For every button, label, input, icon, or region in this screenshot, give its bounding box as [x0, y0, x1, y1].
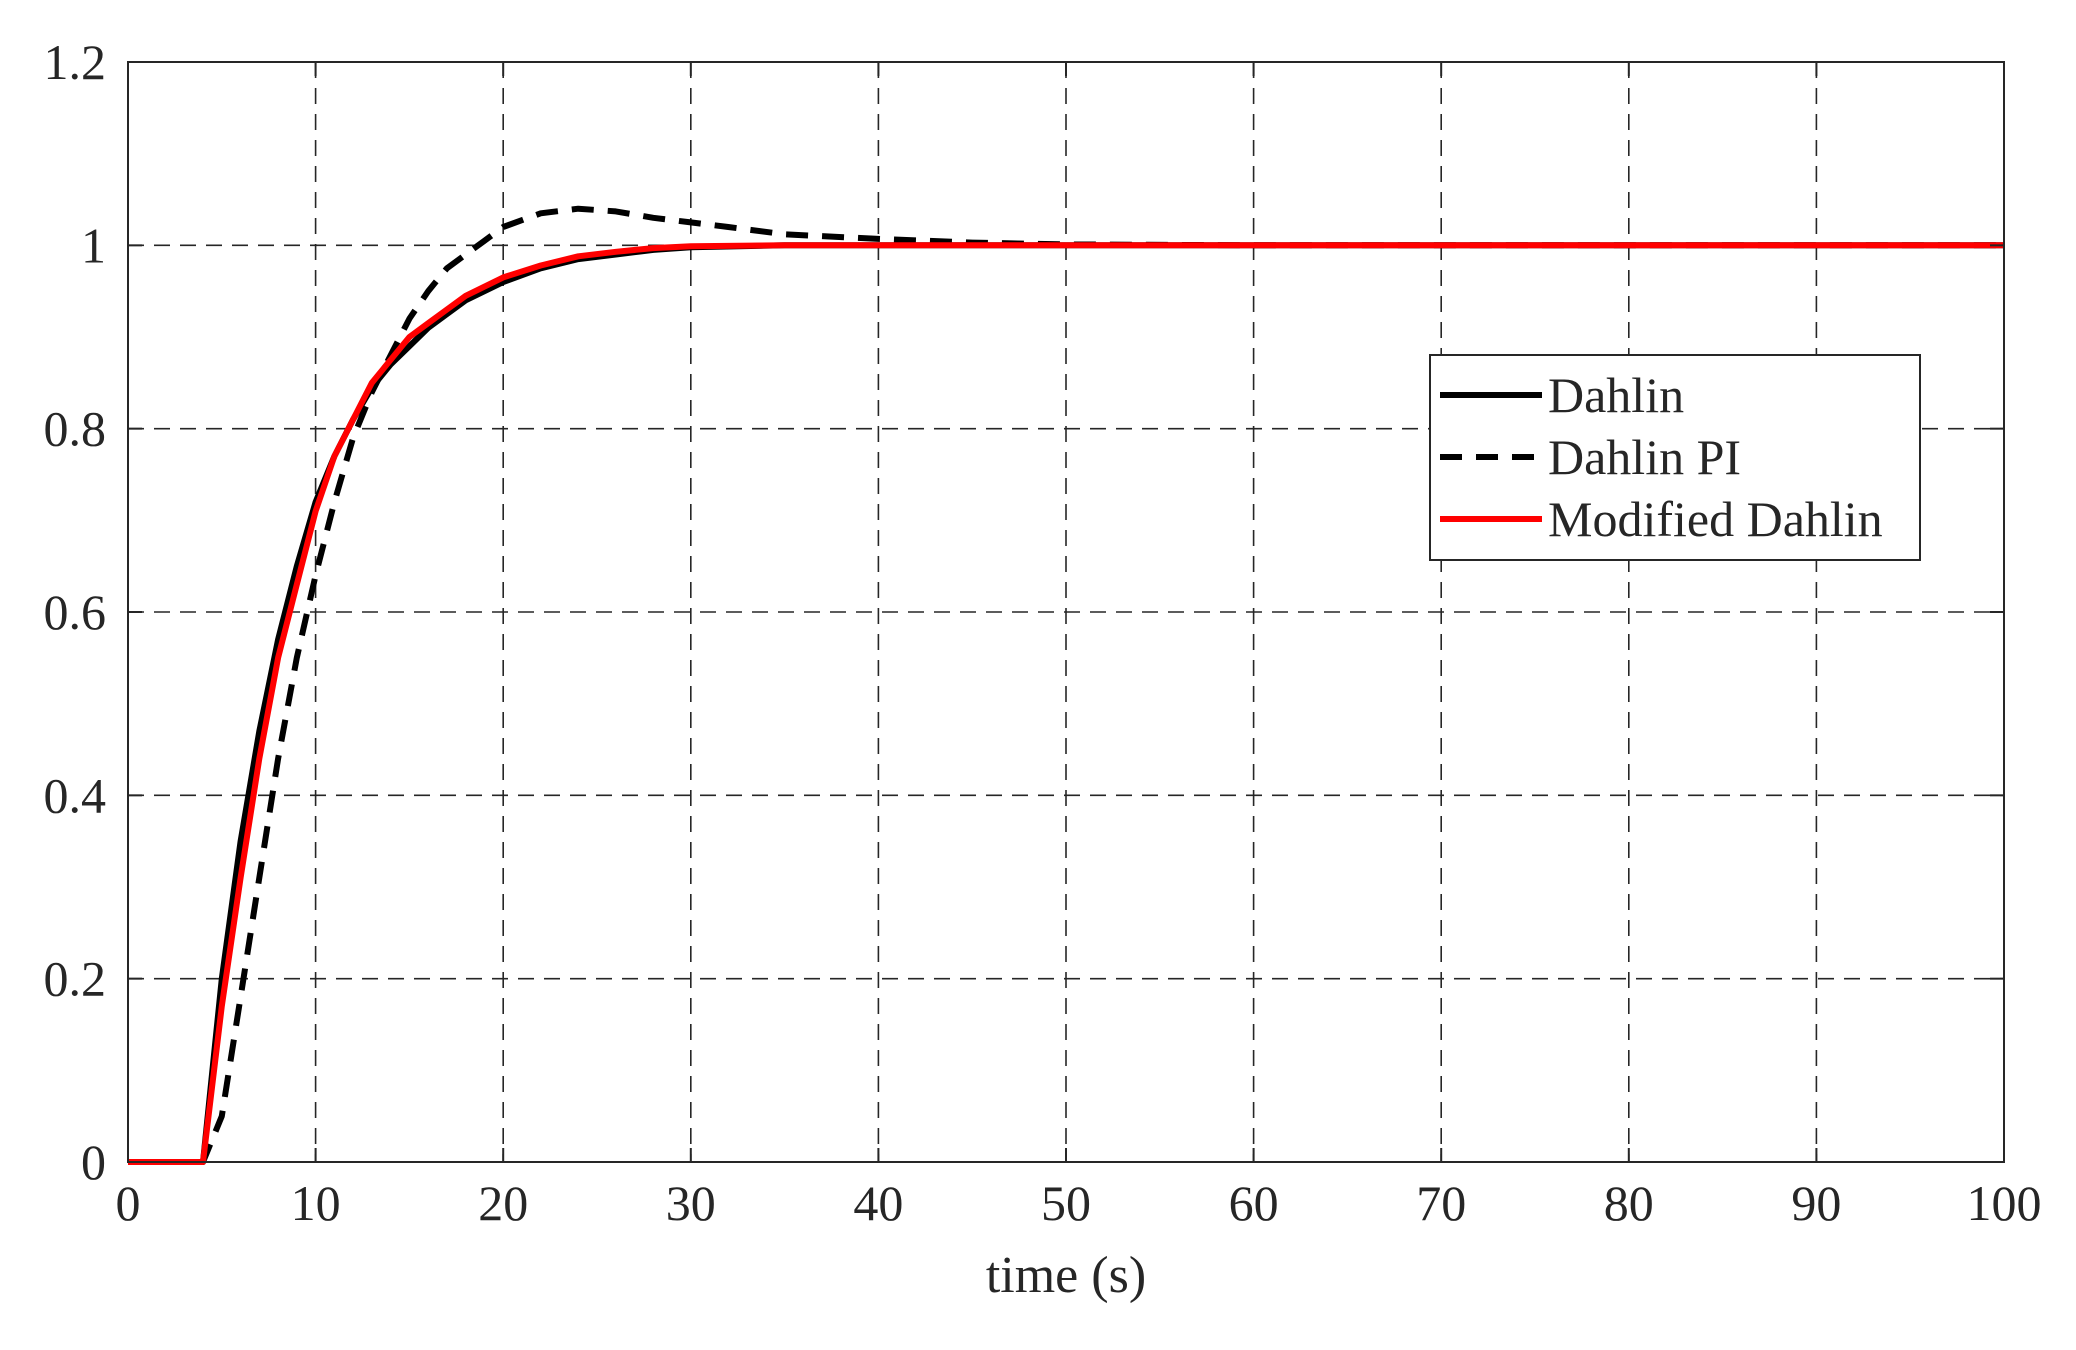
x-tick-label: 90	[1791, 1175, 1841, 1231]
y-tick-label: 1	[81, 217, 106, 273]
legend-label: Modified Dahlin	[1548, 491, 1883, 547]
x-tick-label: 40	[853, 1175, 903, 1231]
x-tick-label: 20	[478, 1175, 528, 1231]
y-tick-label: 0.2	[44, 951, 107, 1007]
x-tick-label: 70	[1416, 1175, 1466, 1231]
axis-ticks: 0 10 20 30 40 50 60 70 80 90 100 0 0.2 0.4 0.6 0.8 1 1.2	[44, 34, 2042, 1231]
x-tick-label: 50	[1041, 1175, 1091, 1231]
y-tick-label: 0.6	[44, 584, 107, 640]
y-tick-label: 0.4	[44, 767, 107, 823]
series-line-modified-dahlin	[128, 242, 2004, 1165]
legend-label: Dahlin PI	[1548, 429, 1741, 485]
series-line-dahlin-pi	[128, 205, 2004, 1165]
x-tick-label: 80	[1604, 1175, 1654, 1231]
legend-box	[1429, 354, 1921, 561]
x-tick-label: 60	[1229, 1175, 1279, 1231]
x-tick-label: 0	[116, 1175, 141, 1231]
legend: Dahlin Dahlin PI Modified Dahlin	[1429, 354, 1921, 561]
x-tick-label: 10	[291, 1175, 341, 1231]
y-tick-label: 0	[81, 1134, 106, 1190]
y-tick-label: 0.8	[44, 401, 107, 457]
x-tick-label: 30	[666, 1175, 716, 1231]
x-axis-label: time (s)	[986, 1247, 1146, 1304]
x-tick-label: 100	[1967, 1175, 2042, 1231]
y-tick-label: 1.2	[44, 34, 107, 90]
series-group	[128, 205, 2004, 1165]
legend-label: Dahlin	[1548, 367, 1684, 423]
